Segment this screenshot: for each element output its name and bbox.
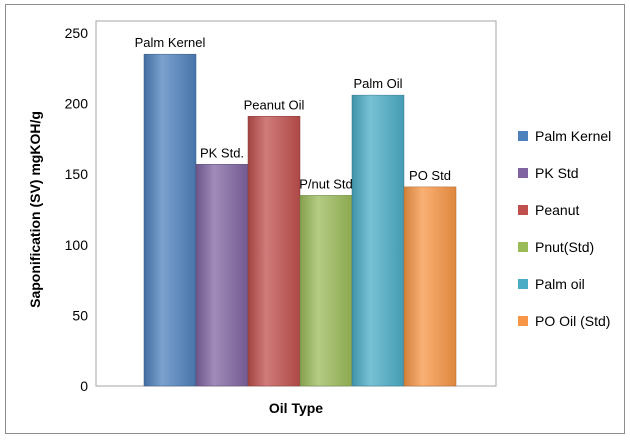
bar [143,53,197,387]
bar-data-label: Palm Kernel [135,35,206,50]
y-tick-label: 250 [65,25,89,41]
legend-label: PK Std [535,165,579,181]
legend-label: Palm oil [535,276,585,292]
y-axis-title: Saponification (SV) mgKOH/g [27,111,43,308]
y-axis-ticks: 0 50 100 150 200 250 [65,25,89,394]
bar-data-label: P/nut Std [299,176,352,191]
legend-label: Palm Kernel [535,128,611,144]
legend-label: PO Oil (Std) [535,313,610,329]
data-labels: Palm Kernel PK Std. Peanut Oil P/nut Std Pal… [135,35,451,191]
bar [299,195,353,387]
bar [351,94,405,387]
x-axis-title: Oil Type [269,400,323,416]
bars [143,53,457,387]
legend-swatch [518,279,528,289]
y-tick-label: 200 [65,96,89,112]
chart-frame: 0 50 100 150 200 250 Palm Kernel PK Std. Peanut… [5,4,625,434]
bar-data-label: Palm Oil [353,76,402,91]
bar-data-label: Peanut Oil [244,97,305,112]
legend-swatch [518,316,528,326]
legend-swatch [518,205,528,215]
legend-swatch [518,242,528,252]
bar [195,164,249,387]
bar-chart: 0 50 100 150 200 250 Palm Kernel PK Std. Peanut… [27,20,611,416]
legend: Palm Kernel PK Std Peanut Pnut(Std) Palm oil… [518,128,611,329]
bar [403,186,457,387]
y-tick-label: 100 [65,237,89,253]
legend-swatch [518,131,528,141]
bar-data-label: PO Std [409,168,451,183]
legend-label: Pnut(Std) [535,239,594,255]
y-tick-label: 50 [72,307,88,323]
legend-label: Peanut [535,202,579,218]
y-tick-label: 150 [65,166,89,182]
bar-data-label: PK Std. [200,145,244,160]
y-tick-label: 0 [80,378,88,394]
bar [247,116,301,387]
legend-swatch [518,168,528,178]
